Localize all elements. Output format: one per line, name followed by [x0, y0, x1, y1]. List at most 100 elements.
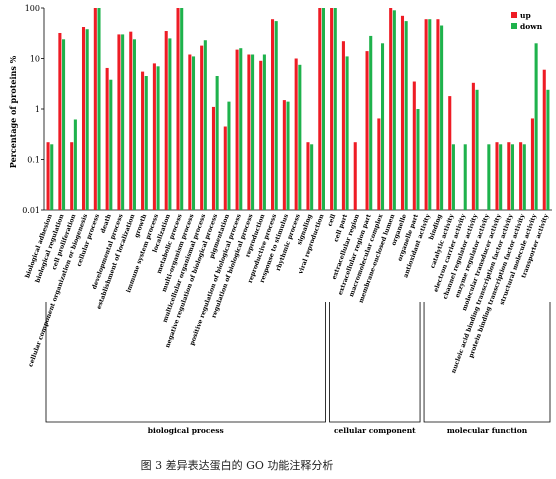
- bar-down: [62, 39, 66, 210]
- y-tick-label: 0.1: [27, 156, 40, 165]
- bar-down: [286, 101, 290, 210]
- category-label: cellular component organization or bioge…: [27, 213, 89, 368]
- bar-down: [227, 101, 231, 210]
- bar-down: [239, 48, 243, 210]
- bar-down: [168, 38, 172, 211]
- bar-down: [546, 89, 550, 210]
- bar-down: [534, 43, 538, 210]
- bar-up: [448, 96, 452, 210]
- group-label: cellular component: [334, 426, 416, 435]
- bar-down: [428, 19, 432, 210]
- bar-down: [475, 89, 479, 210]
- legend: up down: [511, 11, 543, 31]
- bar-down: [321, 8, 325, 210]
- bar-down: [144, 76, 148, 210]
- y-tick-label: 0.01: [22, 206, 40, 215]
- group-label: biological process: [148, 426, 224, 435]
- bar-up: [282, 100, 286, 210]
- bar-up: [412, 81, 416, 210]
- bar-up: [400, 15, 405, 210]
- bar-down: [251, 54, 255, 211]
- bar-up: [389, 8, 393, 210]
- bar-up: [365, 51, 369, 211]
- bar-up: [247, 54, 251, 211]
- bar-up: [271, 19, 275, 210]
- bar-down: [121, 34, 125, 210]
- bar-up: [211, 106, 216, 210]
- bar-down: [510, 144, 515, 210]
- bar-up: [424, 19, 428, 210]
- bar-up: [188, 54, 192, 211]
- y-tick-label: 10: [30, 55, 40, 64]
- y-tick-label: 1: [35, 105, 40, 114]
- legend-label-up: up: [520, 11, 531, 20]
- bar-up: [129, 31, 133, 211]
- bar-up: [471, 82, 475, 210]
- bar-down: [310, 144, 314, 210]
- category-label: cell: [327, 213, 338, 228]
- group-bracket: [423, 302, 551, 423]
- bar-up: [152, 63, 156, 211]
- bar-up: [436, 19, 440, 210]
- legend-swatch-up: [511, 12, 517, 18]
- y-axis: 0.01 0.1 1 10 100: [22, 4, 552, 215]
- bar-down: [132, 39, 136, 210]
- bar-series: [46, 8, 550, 211]
- bar-down: [522, 144, 526, 210]
- bar-down: [451, 144, 455, 210]
- figure-caption: 图 3 差异表达蛋白的 GO 功能注释分析: [141, 458, 334, 472]
- bar-down: [499, 144, 503, 210]
- bar-up: [519, 142, 523, 210]
- bar-down: [156, 66, 160, 211]
- bar-up: [235, 49, 239, 210]
- group-brackets: biological process cellular component mole…: [45, 302, 551, 435]
- bar-down: [416, 109, 420, 210]
- bar-down: [298, 64, 302, 210]
- bar-up: [105, 67, 109, 210]
- group-label: molecular function: [447, 426, 528, 435]
- bar-down: [333, 8, 337, 210]
- bar-up: [164, 31, 168, 210]
- y-axis-label: Percentage of proteins %: [8, 55, 18, 168]
- bar-down: [274, 21, 278, 211]
- bar-down: [463, 144, 467, 210]
- bar-down: [345, 56, 349, 210]
- group-bracket: [45, 302, 326, 423]
- bar-down: [380, 43, 385, 210]
- bar-up: [294, 58, 298, 210]
- bar-up: [70, 142, 74, 210]
- bar-down: [191, 56, 196, 210]
- bar-up: [353, 142, 357, 210]
- bar-up: [530, 118, 534, 210]
- bar-down: [487, 144, 491, 210]
- bar-down: [215, 76, 219, 210]
- bar-up: [306, 142, 310, 210]
- bar-up: [81, 27, 86, 211]
- bar-up: [223, 126, 227, 210]
- y-tick-label: 100: [25, 4, 40, 13]
- bar-down: [404, 21, 408, 211]
- bar-down: [369, 35, 373, 210]
- legend-swatch-down: [511, 23, 517, 29]
- bar-up: [507, 142, 511, 210]
- bar-up: [117, 34, 121, 210]
- bar-down: [85, 29, 89, 210]
- bar-up: [495, 142, 499, 210]
- bar-up: [330, 8, 334, 210]
- bar-down: [50, 144, 54, 210]
- bar-down: [203, 40, 207, 210]
- bar-down: [392, 10, 396, 210]
- bar-up: [93, 8, 97, 210]
- group-bracket: [329, 302, 421, 423]
- bar-up: [341, 41, 345, 210]
- bar-up: [259, 60, 263, 210]
- bar-up: [377, 118, 381, 210]
- bar-down: [180, 8, 184, 210]
- bar-up: [58, 32, 62, 210]
- bar-up: [176, 8, 180, 210]
- bar-down: [109, 79, 113, 210]
- bar-up: [46, 142, 50, 210]
- bar-down: [97, 8, 101, 210]
